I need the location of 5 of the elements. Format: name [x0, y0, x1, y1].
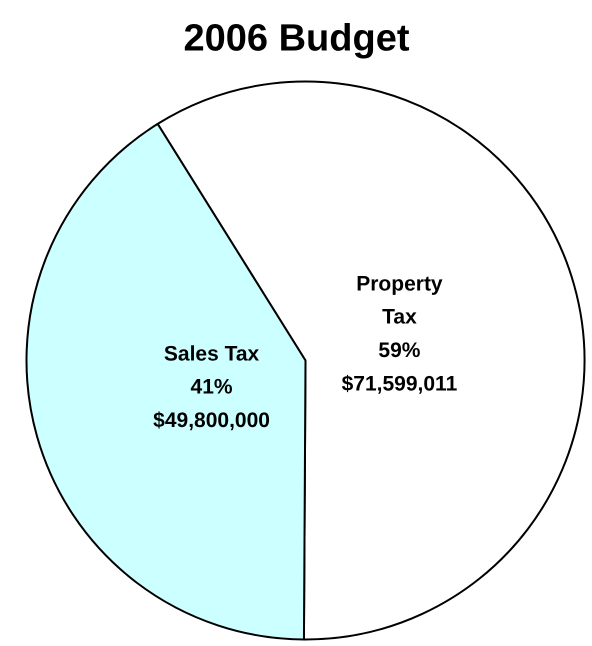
chart-title: 2006 Budget [184, 18, 410, 60]
data-label: 59% $71,599,011 [342, 339, 458, 396]
slice-label: Property Tax [356, 272, 443, 329]
slice-label: Sales Tax [164, 342, 260, 366]
data-label: 41% $49,800,000 [153, 376, 270, 432]
